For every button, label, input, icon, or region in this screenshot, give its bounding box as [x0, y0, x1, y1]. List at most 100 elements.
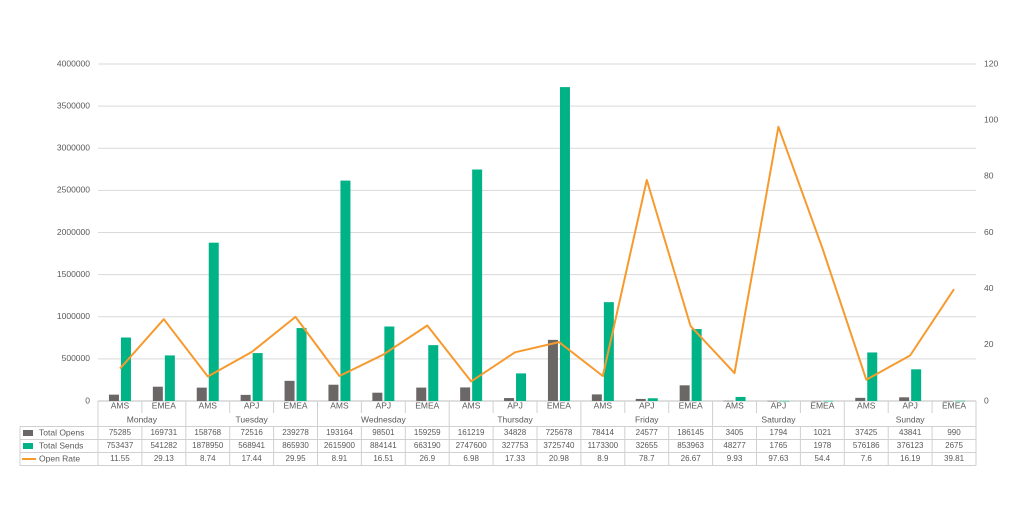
data-label: 725678 [546, 428, 573, 437]
y-tick-label: 2000000 [57, 227, 90, 237]
category-label: EMEA [679, 400, 703, 410]
bar-total-opens [591, 394, 602, 401]
data-label: 2675 [945, 441, 963, 450]
bar-total-opens [240, 394, 251, 401]
data-label: 2615900 [324, 441, 356, 450]
bar-total-sends [296, 328, 307, 401]
day-label: Tuesday [236, 414, 269, 424]
category-label: APJ [244, 400, 260, 410]
bar-total-sends [955, 400, 966, 402]
data-label: 26.9 [419, 454, 435, 463]
bar-total-opens [284, 380, 295, 401]
legend-label: Total Sends [39, 440, 83, 450]
data-label: 54.4 [815, 454, 831, 463]
bar-total-sends [559, 87, 570, 401]
data-label: 1878950 [192, 441, 224, 450]
category-label: EMEA [547, 400, 571, 410]
data-label: 48277 [723, 441, 746, 450]
data-label: 29.95 [286, 454, 307, 463]
data-label: 8.91 [332, 454, 348, 463]
day-label: Monday [127, 414, 158, 424]
data-label: 39.81 [944, 454, 965, 463]
legend-key-total-sends [23, 443, 33, 449]
data-label: 1173300 [588, 441, 619, 450]
y-tick-label: 0 [85, 395, 90, 405]
category-label: EMEA [152, 400, 176, 410]
data-label: 865930 [282, 441, 309, 450]
data-label: 376123 [897, 441, 924, 450]
legend-key-total-opens [23, 430, 33, 436]
data-label: 1794 [770, 428, 788, 437]
bar-total-opens [108, 394, 119, 401]
data-label: 43841 [899, 428, 922, 437]
data-label: 97.63 [768, 454, 789, 463]
bar-total-opens [547, 339, 558, 401]
y-tick-label: 1500000 [57, 269, 90, 279]
y2-tick-label: 80 [984, 171, 994, 181]
data-label: 98501 [372, 428, 395, 437]
bar-total-opens [767, 400, 778, 402]
data-label: 753437 [107, 441, 134, 450]
data-label: 11.55 [110, 454, 130, 463]
data-label: 26.67 [681, 454, 702, 463]
data-label: 75285 [109, 428, 132, 437]
data-label: 1021 [813, 428, 831, 437]
bar-total-opens [723, 400, 734, 402]
bar-total-opens [811, 400, 822, 402]
data-label: 17.44 [242, 454, 263, 463]
y-tick-label: 1000000 [57, 311, 90, 321]
category-label: APJ [507, 400, 523, 410]
data-label: 169731 [150, 428, 177, 437]
category-label: APJ [639, 400, 655, 410]
bar-total-opens [943, 400, 954, 402]
data-label: 3405 [726, 428, 744, 437]
bar-total-opens [372, 392, 383, 401]
y2-tick-label: 60 [984, 227, 994, 237]
data-label: 16.51 [373, 454, 394, 463]
y2-tick-label: 0 [984, 395, 989, 405]
category-label: AMS [857, 400, 876, 410]
category-label: AMS [111, 400, 130, 410]
day-label: Thursday [497, 414, 533, 424]
data-label: 6.98 [463, 454, 479, 463]
category-label: APJ [771, 400, 787, 410]
data-label: 239278 [282, 428, 309, 437]
bar-total-opens [635, 398, 646, 401]
data-label: 884141 [370, 441, 397, 450]
category-label: AMS [199, 400, 218, 410]
category-label: EMEA [942, 400, 966, 410]
data-label: 158768 [194, 428, 221, 437]
bar-total-sends [384, 326, 395, 401]
data-label: 17.33 [505, 454, 526, 463]
bar-total-sends [911, 369, 922, 401]
data-label: 161219 [458, 428, 485, 437]
data-label: 24577 [636, 428, 659, 437]
data-label: 541282 [150, 441, 177, 450]
day-label: Saturday [761, 414, 796, 424]
bar-total-sends [647, 398, 658, 401]
data-label: 78414 [592, 428, 615, 437]
bar-total-sends [164, 355, 175, 401]
data-label: 9.93 [727, 454, 743, 463]
bar-total-sends [691, 329, 702, 401]
category-label: APJ [902, 400, 918, 410]
bar-total-opens [196, 387, 207, 401]
data-label: 1978 [813, 441, 831, 450]
bar-total-sends [340, 180, 351, 401]
legend-label: Open Rate [39, 453, 80, 463]
bar-total-sends [823, 400, 834, 402]
data-label: 568941 [238, 441, 265, 450]
data-label: 193164 [326, 428, 353, 437]
bar-total-sends [516, 373, 527, 401]
legend-label: Total Opens [39, 427, 84, 437]
y2-tick-label: 100 [984, 114, 998, 124]
data-label: 327753 [502, 441, 529, 450]
data-label: 29.13 [154, 454, 175, 463]
bar-total-sends [472, 169, 483, 401]
data-label: 32655 [636, 441, 659, 450]
data-label: 8.74 [200, 454, 216, 463]
y-tick-label: 3500000 [57, 100, 90, 110]
data-label: 853963 [677, 441, 704, 450]
